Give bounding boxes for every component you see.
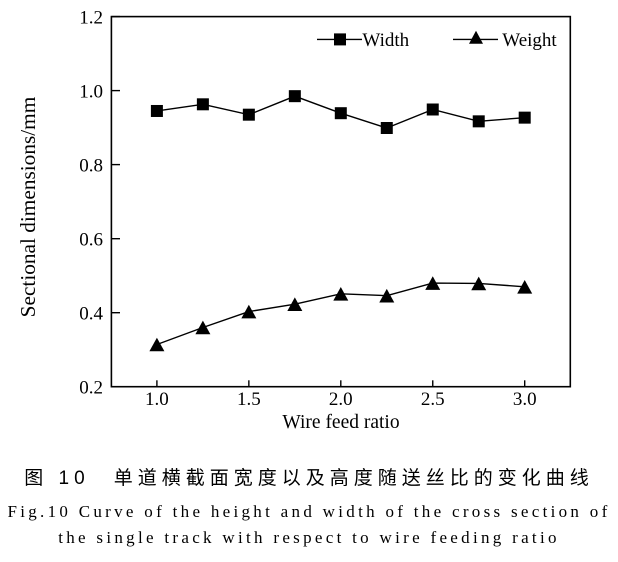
svg-text:Weight: Weight xyxy=(502,30,557,51)
svg-text:1.0: 1.0 xyxy=(145,389,169,410)
svg-text:1.0: 1.0 xyxy=(79,82,103,103)
svg-text:3.0: 3.0 xyxy=(513,389,537,410)
svg-text:Sectional dimensions/mm: Sectional dimensions/mm xyxy=(16,96,40,317)
svg-text:2.0: 2.0 xyxy=(329,389,353,410)
svg-text:1.2: 1.2 xyxy=(79,8,103,29)
svg-text:0.4: 0.4 xyxy=(79,304,103,325)
svg-text:Wire feed ratio: Wire feed ratio xyxy=(282,412,399,433)
svg-text:0.6: 0.6 xyxy=(79,230,103,251)
svg-text:0.2: 0.2 xyxy=(79,378,103,399)
svg-text:0.8: 0.8 xyxy=(79,156,103,177)
svg-text:Width: Width xyxy=(362,30,409,51)
svg-text:1.5: 1.5 xyxy=(237,389,261,410)
svg-text:2.5: 2.5 xyxy=(421,389,445,410)
